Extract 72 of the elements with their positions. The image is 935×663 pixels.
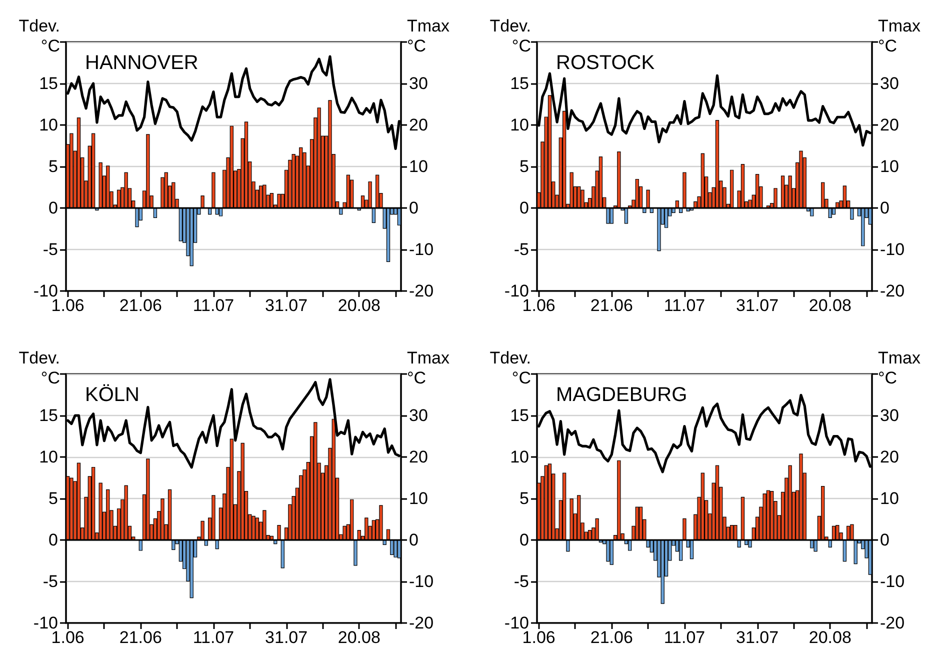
y2-tick-label: -10 xyxy=(409,572,434,590)
y-tick-label: 15 xyxy=(510,406,529,424)
y2-tick-label: 10 xyxy=(880,488,899,508)
y-tick-label: -5 xyxy=(514,572,529,590)
x-tick-label: 21.06 xyxy=(590,628,633,646)
y2-axis-title: Tmax °C xyxy=(878,16,921,56)
x-tick-label: 20.08 xyxy=(338,296,380,315)
y2-tick-label: 30 xyxy=(409,406,428,424)
x-tick-label: 11.07 xyxy=(664,296,706,315)
y-tick-label: 0 xyxy=(520,198,529,218)
x-tick-label: 31.07 xyxy=(265,296,308,315)
y-axis-title: Tdev. °C xyxy=(490,348,531,387)
y2-axis-title: Tmax °C xyxy=(878,348,921,387)
y-tick-label: 15 xyxy=(39,406,58,424)
x-tick-label: 31.07 xyxy=(736,628,779,646)
y2-tick-label: 20 xyxy=(409,447,428,466)
y2-tick-label: 0 xyxy=(880,530,890,549)
y-tick-label: 5 xyxy=(48,157,58,176)
y2-axis-title: Tmax °C xyxy=(407,348,450,387)
y-tick-label: 10 xyxy=(39,447,58,466)
text: HANNOVER xyxy=(85,52,198,74)
x-tick-label: 31.07 xyxy=(736,296,779,315)
y-tick-label: -5 xyxy=(42,572,58,590)
y-tick-label: 10 xyxy=(39,116,58,134)
y2-tick-label: -20 xyxy=(880,282,905,300)
y2-tick-label: -20 xyxy=(880,613,905,632)
y-axis-title: Tdev. °C xyxy=(18,16,60,56)
y2-axis-title: Tmax °C xyxy=(407,16,450,56)
y-tick-label: 0 xyxy=(48,198,58,218)
x-tick-label: 21.06 xyxy=(119,296,162,315)
y2-tick-label: 30 xyxy=(409,74,428,93)
y2-tick-label: 10 xyxy=(409,157,428,176)
y2-tick-label: -20 xyxy=(409,613,434,632)
y-tick-label: 0 xyxy=(48,530,58,549)
y2-tick-label: 0 xyxy=(409,198,418,218)
y2-tick-label: -10 xyxy=(880,240,905,259)
y2-tick-label: 20 xyxy=(880,116,899,134)
y-tick-label: 5 xyxy=(520,157,529,176)
y-tick-label: -5 xyxy=(42,240,58,259)
y-axis-title: Tdev. °C xyxy=(490,16,531,56)
x-tick-label: 31.07 xyxy=(265,628,308,646)
x-tick-label: 21.06 xyxy=(590,296,633,315)
x-tick-label: 11.07 xyxy=(664,628,706,646)
x-tick-label: 20.08 xyxy=(808,296,852,315)
y-tick-label: 10 xyxy=(510,116,529,134)
y2-tick-label: 20 xyxy=(409,116,428,134)
y-tick-label: 5 xyxy=(48,488,58,508)
y-tick-label: -5 xyxy=(514,240,529,259)
y2-tick-label: 10 xyxy=(880,157,899,176)
text: ROSTOCK xyxy=(556,52,656,74)
y-tick-label: 10 xyxy=(510,447,529,466)
y2-tick-label: -10 xyxy=(880,572,905,590)
y2-tick-label: 20 xyxy=(880,447,899,466)
text: KÖLN xyxy=(85,384,140,406)
x-tick-label: 11.07 xyxy=(192,296,234,315)
y-tick-label: 5 xyxy=(520,488,529,508)
y-tick-label: 15 xyxy=(510,74,529,93)
y2-tick-label: 0 xyxy=(880,198,890,218)
y2-tick-label: 0 xyxy=(409,530,418,549)
y-tick-label: 0 xyxy=(520,530,529,549)
x-tick-label: 11.07 xyxy=(192,628,234,646)
y2-tick-label: -10 xyxy=(409,240,434,259)
y-tick-label: 15 xyxy=(39,74,58,93)
x-tick-label: 21.06 xyxy=(119,628,162,646)
y2-tick-label: 10 xyxy=(409,488,428,508)
text: MAGDEBURG xyxy=(556,384,688,406)
y2-tick-label: -20 xyxy=(409,282,434,300)
x-tick-label: 20.08 xyxy=(338,628,380,646)
x-tick-label: 20.08 xyxy=(808,628,852,646)
y2-tick-label: 30 xyxy=(880,406,899,424)
y2-tick-label: 30 xyxy=(880,74,899,93)
y-axis-title: Tdev. °C xyxy=(18,348,60,387)
